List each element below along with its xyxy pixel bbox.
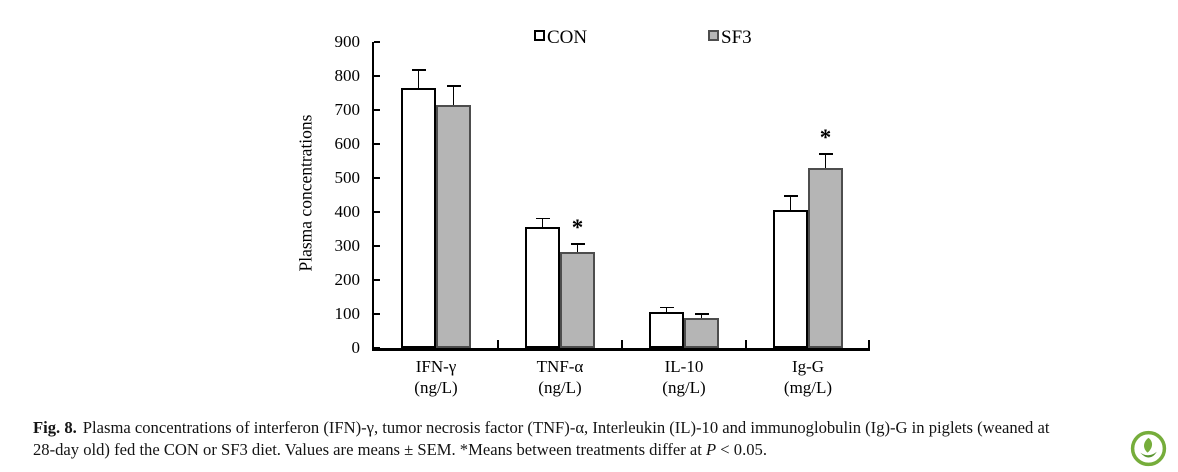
plot-area: 0 100 200 300 400 500 600 700 800 900 * * <box>335 32 870 357</box>
error-bar <box>789 196 792 210</box>
x-category-name: IFN-γ <box>415 357 457 376</box>
caption-text-2: 28-day old) fed the CON or SF3 diet. Val… <box>33 439 707 459</box>
legend-label: SF3 <box>721 27 752 48</box>
bar-con-1 <box>525 227 560 348</box>
caption-line-2: 28-day old) fed the CON or SF3 diet. Val… <box>33 439 1163 461</box>
legend-item-sf3: SF3 <box>708 27 752 48</box>
error-bar <box>576 243 579 253</box>
error-bar-cap <box>570 243 585 245</box>
y-axis-tick <box>374 41 380 43</box>
error-bar <box>417 70 420 88</box>
x-category-label: Ig-G (mg/L) <box>746 357 870 398</box>
caption-p-symbol: P <box>706 439 717 459</box>
x-axis-tick <box>745 340 747 348</box>
bar-sf3-3 <box>808 168 843 348</box>
y-axis-tick <box>374 313 380 315</box>
y-axis-tick-label: 800 <box>334 66 361 85</box>
y-axis-tick <box>374 75 380 77</box>
y-axis-tick-label: 500 <box>334 168 361 187</box>
x-category-name: TNF-α <box>536 357 584 376</box>
bar-con-3 <box>773 209 808 348</box>
y-axis-tick-label: 700 <box>334 100 361 119</box>
error-bar-cap <box>411 69 426 72</box>
legend-swatch-icon <box>708 30 719 41</box>
x-axis-tick <box>621 340 623 348</box>
y-axis-tick <box>374 245 380 247</box>
error-bar <box>700 314 703 319</box>
bar-sf3-1 <box>560 252 595 348</box>
caption-figure-label: Fig. 8. <box>33 418 77 437</box>
error-bar <box>541 218 544 228</box>
legend-label: CON <box>547 27 588 48</box>
x-category-unit: (ng/L) <box>414 377 458 397</box>
x-axis-labels: IFN-γ (ng/L) TNF-α (ng/L) IL-10 (ng/L) Ig-G (mg… <box>374 357 870 403</box>
bar-sf3-2 <box>684 318 719 348</box>
x-category-unit: (mg/L) <box>783 377 833 397</box>
y-axis-tick-label: 200 <box>334 270 361 289</box>
x-category-label: TNF-α (ng/L) <box>498 357 622 398</box>
error-bar <box>824 154 827 169</box>
y-axis-tick <box>374 211 380 213</box>
error-bar-cap <box>535 217 550 220</box>
y-axis-tick-label: 300 <box>334 236 361 255</box>
journal-logo-icon <box>1130 430 1167 467</box>
error-bar <box>452 85 455 105</box>
x-category-label: IFN-γ (ng/L) <box>374 357 498 398</box>
caption-text-3: < 0.05. <box>716 439 767 459</box>
y-axis-tick-label: 400 <box>334 202 361 221</box>
y-axis-tick <box>374 177 380 179</box>
bar-chart: Plasma concentrations 0 100 200 300 400 500 60… <box>296 27 870 403</box>
legend-item-con: CON <box>534 27 587 48</box>
x-axis-tick <box>497 340 499 348</box>
error-bar-cap <box>694 313 709 315</box>
x-category-label: IL-10 (ng/L) <box>622 357 746 398</box>
y-axis-tick-label: 600 <box>334 134 361 153</box>
bar-con-0 <box>401 87 436 348</box>
legend-swatch-icon <box>534 30 545 41</box>
x-category-unit: (ng/L) <box>662 377 706 397</box>
significance-asterisk: * <box>819 125 832 151</box>
y-axis-tick-label: 100 <box>334 304 361 323</box>
x-category-name: IL-10 <box>664 357 704 376</box>
caption-line-1: Fig. 8. Plasma concentrations of interfer… <box>33 417 1163 439</box>
x-category-unit: (ng/L) <box>538 377 582 397</box>
y-axis-tick-label: 900 <box>334 32 361 51</box>
x-axis-tick <box>868 340 870 348</box>
y-axis-tick <box>374 279 380 281</box>
y-axis-tick <box>374 109 380 111</box>
y-axis-tick <box>374 143 380 145</box>
significance-asterisk: * <box>571 214 584 240</box>
error-bar-cap <box>818 153 833 156</box>
bar-con-2 <box>649 311 684 348</box>
error-bar <box>665 307 668 312</box>
x-category-name: Ig-G <box>791 357 825 376</box>
error-bar-cap <box>446 85 461 87</box>
caption-text-1: Plasma concentrations of interferon (IFN… <box>82 418 1050 437</box>
error-bar-cap <box>659 306 674 309</box>
figure-caption: Fig. 8. Plasma concentrations of interfer… <box>33 417 1163 460</box>
y-axis-tick <box>374 347 380 349</box>
bar-sf3-0 <box>436 104 471 348</box>
error-bar-cap <box>783 195 798 197</box>
y-axis-tick-label: 0 <box>351 338 361 357</box>
